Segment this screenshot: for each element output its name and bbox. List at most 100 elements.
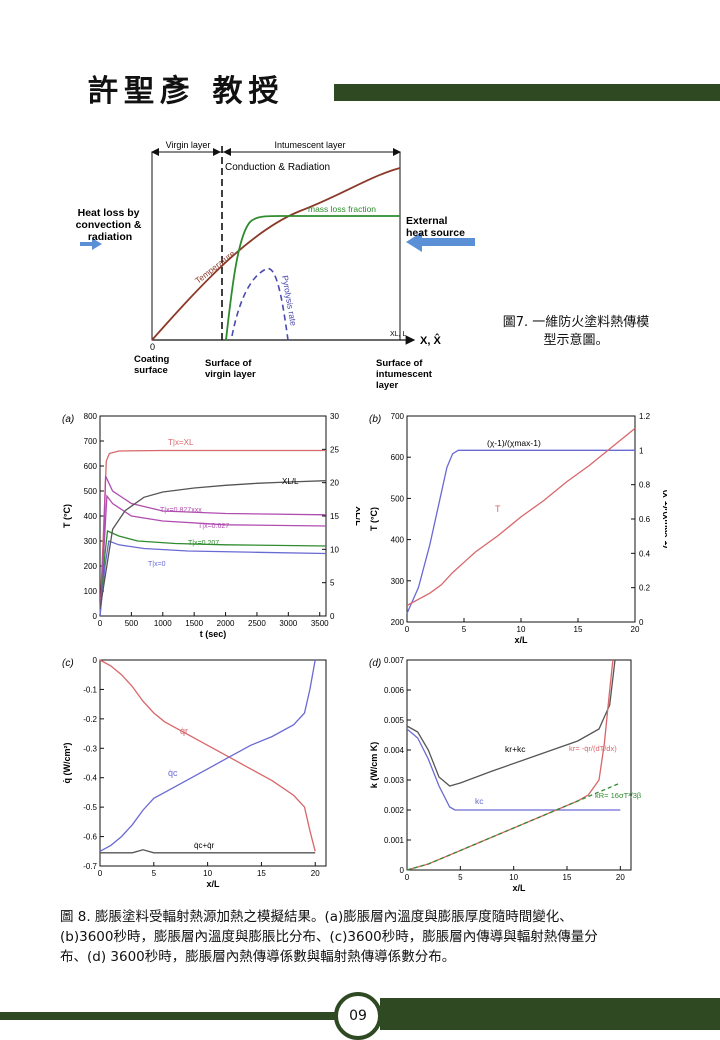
y-tick-label: -0.1 — [83, 685, 97, 694]
label-krkc: kr+kc — [505, 744, 526, 754]
fig8-caption: 圖 8. 膨脹塗料受輻射熱源加熱之模擬結果。(a)膨脹層內溫度與膨脹厚度隨時間變… — [60, 907, 670, 967]
x-axis-label: t (sec) — [200, 629, 227, 639]
y-tick-label: -0.3 — [83, 744, 97, 753]
x-tick-label: 3000 — [279, 619, 297, 628]
series-line-0 — [406, 659, 616, 787]
fig7-frame — [151, 151, 401, 341]
x-axis-label: x/L — [512, 883, 526, 892]
series-line-3 — [99, 530, 327, 617]
x-tick-label: 10 — [509, 873, 518, 882]
y-tick-label: 400 — [84, 512, 98, 521]
y-tick-label: 0.006 — [384, 686, 405, 695]
y-tick-label: 0.005 — [384, 716, 405, 725]
heat-loss-text: Heat loss by convection & radiation — [76, 207, 145, 243]
label-t-0: T|x=0 — [148, 561, 166, 568]
x-tick-label: 500 — [125, 619, 139, 628]
y-tick-label: 300 — [84, 537, 98, 546]
y2-tick-label: 0.8 — [639, 481, 651, 490]
y2-tick-label: 25 — [330, 445, 339, 454]
x-tick-label: 20 — [616, 873, 625, 882]
y-tick-label: 0.001 — [384, 836, 405, 845]
x-tick-label: 20 — [311, 869, 320, 878]
panel-label: (a) — [62, 414, 74, 425]
mass-loss-curve — [225, 215, 400, 341]
chart-d: 0 5 10 15 20 0 0.001 0.002 0.003 0.004 0.005 0.006 0… — [369, 656, 642, 892]
footer-bar-left — [0, 1012, 336, 1020]
x-tick-label: 0 — [98, 869, 103, 878]
pyrolysis-label: Pyrolysis rate — [280, 275, 299, 327]
x-tick-label: 5 — [152, 869, 157, 878]
y2-tick-label: 10 — [330, 545, 339, 554]
label-t-0827: T|x=0.827xxx — [160, 507, 202, 514]
label-qr: q̇r — [180, 726, 188, 736]
heat-loss-arrow — [80, 238, 102, 250]
y-axis-label: q̇ (W/cm²) — [62, 743, 72, 784]
y-tick-label: 0.007 — [384, 656, 405, 665]
series-line-1 — [406, 728, 621, 811]
y2-tick-label: 0.2 — [639, 584, 651, 593]
y2-tick-label: 0.4 — [639, 549, 651, 558]
y-tick-label: 500 — [391, 494, 405, 503]
series-line-1 — [99, 475, 327, 617]
series-line-1 — [99, 659, 316, 852]
fig8-caption-line: (b)3600秒時，膨脹層內溫度與膨脹比分布、(c)3600秒時，膨脹層內傳導與… — [60, 929, 598, 945]
chart-a: 0 500 1000 1500 2000 2500 3000 3500010020030040… — [62, 412, 360, 639]
page-number: 09 — [334, 992, 382, 1040]
y-axis-label: k (W/cm K) — [369, 742, 379, 789]
y-tick-label: 0 — [400, 866, 405, 875]
y-tick-label: 0 — [93, 656, 98, 665]
footer-bar-right — [380, 998, 720, 1030]
label-kr: kr= -q̇r/(dT/dx) — [569, 744, 617, 753]
y-axis-label: T (°C) — [369, 507, 379, 531]
conduction-radiation-label: Conduction & Radiation — [225, 162, 330, 173]
y2-axis-label: (χ-1)/(χmax-1) — [663, 490, 667, 549]
x-axis-label: X, X̂ — [420, 334, 441, 347]
y-tick-label: 600 — [84, 462, 98, 471]
label-qsum: q̇c+q̇r — [194, 841, 215, 850]
origin-label: 0 — [150, 342, 155, 352]
label-xl: XL/L — [282, 477, 299, 486]
y-tick-label: 700 — [391, 412, 405, 421]
fig7-caption-line: 型示意圖。 — [543, 333, 609, 348]
y2-tick-label: 20 — [330, 479, 339, 488]
y-tick-label: 0.002 — [384, 806, 405, 815]
y-tick-label: 0.003 — [384, 776, 405, 785]
x-tick-label: 3500 — [311, 619, 329, 628]
y-tick-label: 300 — [391, 577, 405, 586]
chart-b: 0 5 10 15 20 200 300 400 500 600 700 0 0.2 0.4 0.6 0.8 1… — [369, 412, 667, 644]
x-tick-label: 2500 — [248, 619, 266, 628]
x-tick-label: 15 — [574, 625, 583, 634]
label-t-0207: T|x=0.207 — [188, 540, 219, 547]
y-tick-label: 200 — [84, 562, 98, 571]
temperature-label: Temperature — [193, 248, 237, 285]
panel-label: (b) — [369, 414, 381, 425]
series-line-1 — [406, 427, 636, 607]
coating-surface-label: Coating surface — [134, 354, 172, 376]
y2-tick-label: 0 — [639, 618, 644, 627]
y-tick-label: -0.6 — [83, 833, 97, 842]
x-tick-label: 1500 — [185, 619, 203, 628]
intumescent-layer-label: Intumescent layer — [274, 140, 345, 150]
panel-label: (d) — [369, 658, 381, 669]
temperature-curve — [151, 167, 401, 341]
series-line-4 — [99, 540, 327, 617]
x-tick-label: 10 — [203, 869, 212, 878]
fig8-caption-line: 布、(d) 3600秒時，膨脹層內熱傳導係數與輻射熱傳導係數分布。 — [60, 949, 456, 965]
y-tick-label: 400 — [391, 536, 405, 545]
surface-intumescent-label: Surface of intumescent layer — [376, 358, 435, 391]
mass-loss-label: mass loss fraction — [308, 204, 376, 214]
series-line-5 — [99, 480, 327, 610]
external-heat-arrow — [406, 232, 475, 252]
series-line-0 — [406, 449, 635, 614]
plot-frame — [406, 659, 632, 871]
y-tick-label: -0.2 — [83, 715, 97, 724]
series-line-2 — [100, 849, 316, 854]
x-tick-label: 1000 — [154, 619, 172, 628]
plot-frame — [99, 659, 327, 867]
y2-tick-label: 1 — [639, 446, 644, 455]
page-title: 許聖彥 教授 — [88, 74, 285, 109]
label-t: T — [495, 504, 501, 514]
fig8-caption-line: 圖 8. 膨脹塗料受輻射熱源加熱之模擬結果。(a)膨脹層內溫度與膨脹厚度隨時間變… — [60, 909, 573, 925]
label-qc: q̇c — [168, 768, 178, 778]
x-axis-label: x/L — [514, 635, 528, 644]
